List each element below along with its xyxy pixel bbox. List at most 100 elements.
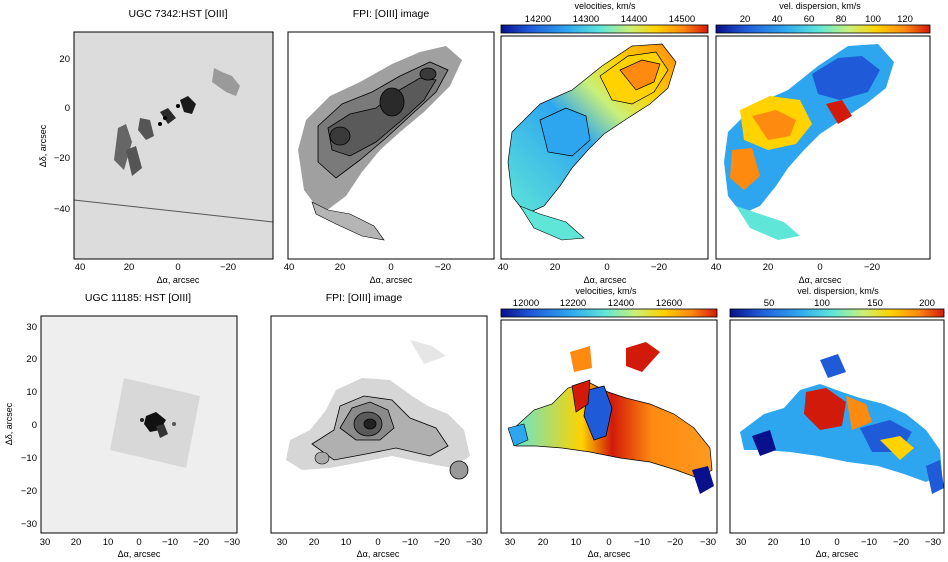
panel-title: UGC 11185: HST [OIII]	[85, 292, 191, 304]
panel-title: FPI: [OIII] image	[353, 8, 430, 20]
colorbar-title: vel. dispersion, km/s	[797, 286, 879, 296]
x-tick-label: 0	[136, 537, 141, 548]
panel-velocity-ugc7342: velocities, km/s 14200 14300 14400 14500…	[498, 1, 709, 285]
colorbar-tick-label: 14200	[525, 14, 551, 25]
x-ticks: 30 20 10 0 −10 −20 −30	[40, 537, 240, 548]
colorbar-tick-label: 14300	[573, 14, 599, 25]
x-ticks: 40 20 0 −20	[711, 262, 880, 273]
colorbar	[715, 24, 931, 34]
colorbar-ticks: 20 40 60 80 100 120	[740, 14, 913, 25]
y-ticks: 30 20 10 0 −10 −20 −30	[21, 322, 37, 530]
colorbar-tick-label: 14400	[621, 14, 647, 25]
x-tick-label: 20	[768, 537, 779, 548]
panel-hst-ugc11185: UGC 11185: HST [OIII] 30 20 10 0 −10 −20…	[4, 292, 240, 559]
panel-frame	[73, 31, 274, 260]
x-tick-label: −30	[925, 537, 941, 548]
x-ticks: 40 20 0 −20	[284, 262, 451, 273]
x-tick-label: 20	[71, 537, 82, 548]
panel-frame	[287, 31, 495, 260]
x-ticks: 30 20 10 0 −10 −20 −30	[736, 537, 941, 548]
x-tick-label: −10	[162, 537, 178, 548]
x-tick-label: 30	[505, 537, 516, 548]
x-axis-label: Δα, arcsec	[799, 275, 842, 285]
x-tick-label: 30	[736, 537, 747, 548]
hst-chip-gap	[73, 199, 274, 223]
x-tick-label: −20	[220, 262, 236, 273]
x-tick-label: 10	[341, 537, 352, 548]
panel-dispersion-ugc7342: vel. dispersion, km/s 20 40 60 80 100 12…	[711, 1, 931, 285]
panel-title: FPI: [OIII] image	[326, 292, 403, 304]
y-ticks: 20 0 −20 −40	[54, 54, 70, 215]
velocity-map	[507, 342, 714, 494]
colorbar	[500, 24, 709, 34]
colorbar-tick-label: 150	[867, 298, 883, 309]
colorbar-title: velocities, km/s	[575, 286, 637, 296]
colorbar-title: velocities, km/s	[574, 1, 636, 11]
y-tick-label: 30	[26, 322, 37, 333]
x-ticks: 40 20 0 −20	[498, 262, 667, 273]
y-tick-label: −20	[21, 486, 37, 497]
colorbar-ticks: 14200 14300 14400 14500	[525, 14, 695, 25]
x-tick-label: 20	[538, 537, 549, 548]
panel-dispersion-ugc11185: vel. dispersion, km/s 50 100 150 200 30 …	[729, 286, 945, 559]
x-tick-label: 40	[284, 262, 295, 273]
panel-frame	[715, 35, 931, 260]
dispersion-map	[724, 44, 894, 240]
x-ticks: 30 20 10 0 −10 −20 −30	[277, 537, 482, 548]
x-tick-label: −20	[893, 537, 909, 548]
x-axis-label: Δα, arcsec	[157, 275, 200, 285]
colorbar-tick-label: 50	[764, 298, 775, 309]
colorbar	[729, 308, 945, 318]
y-tick-label: 20	[59, 54, 70, 65]
x-tick-label: −10	[861, 537, 877, 548]
x-tick-label: 0	[604, 262, 609, 273]
x-tick-label: 40	[75, 262, 86, 273]
x-axis-label: Δα, arcsec	[584, 275, 627, 285]
x-tick-label: −20	[651, 262, 667, 273]
x-axis-label: Δα, arcsec	[118, 549, 161, 559]
colorbar-tick-label: 14500	[669, 14, 695, 25]
x-axis-label: Δα, arcsec	[357, 549, 400, 559]
panel-title: UGC 7342:HST [OIII]	[128, 8, 227, 20]
y-tick-label: 20	[26, 354, 37, 365]
hst-emission-features	[140, 412, 176, 438]
x-tick-label: −30	[466, 537, 482, 548]
colorbar-tick-label: 12400	[608, 298, 634, 309]
fpi-emission-map	[286, 340, 470, 480]
x-tick-label: −30	[224, 537, 240, 548]
panel-fpi-ugc11185: FPI: [OIII] image 30 20 10 0 −10 −20 −30…	[270, 292, 488, 559]
y-axis-label: Δδ, arcsec	[38, 124, 48, 167]
panel-frame	[729, 319, 945, 534]
colorbar-tick-label: 12000	[513, 298, 539, 309]
x-tick-label: −10	[402, 537, 418, 548]
colorbar-title: vel. dispersion, km/s	[779, 1, 861, 11]
y-tick-label: −40	[54, 204, 70, 215]
x-tick-label: −30	[700, 537, 716, 548]
x-tick-label: 40	[711, 262, 722, 273]
x-tick-label: 0	[388, 262, 393, 273]
x-ticks: 40 20 0 −20	[75, 262, 236, 273]
colorbar-tick-label: 100	[814, 298, 830, 309]
y-tick-label: −30	[21, 519, 37, 530]
x-tick-label: 0	[817, 262, 822, 273]
x-tick-label: 40	[498, 262, 509, 273]
x-tick-label: 0	[175, 262, 180, 273]
x-tick-label: 20	[763, 262, 774, 273]
panel-velocity-ugc11185: velocities, km/s 12000 12200 12400 12600…	[500, 286, 718, 559]
y-axis-label: Δδ, arcsec	[4, 402, 14, 445]
x-tick-label: −20	[193, 537, 209, 548]
x-tick-label: 20	[335, 262, 346, 273]
colorbar-tick-label: 120	[897, 14, 913, 25]
x-tick-label: 10	[571, 537, 582, 548]
x-axis-label: Δα, arcsec	[370, 275, 413, 285]
colorbar-tick-label: 100	[865, 14, 881, 25]
hst-emission-features	[114, 68, 240, 176]
x-tick-label: 20	[309, 537, 320, 548]
colorbar-tick-label: 20	[740, 14, 751, 25]
colorbar-tick-label: 200	[919, 298, 935, 309]
fpi-emission-map	[298, 46, 462, 241]
x-tick-label: −10	[634, 537, 650, 548]
x-tick-label: −20	[864, 262, 880, 273]
panel-fpi-ugc7342: FPI: [OIII] image 40 20 0 −20 Δα, arcsec	[284, 8, 495, 285]
